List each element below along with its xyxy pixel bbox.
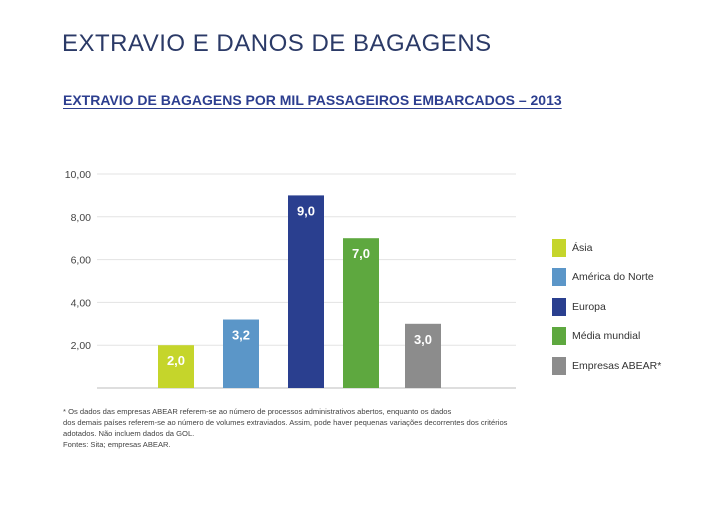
y-tick-label: 6,00: [71, 255, 92, 267]
y-tick-label: 10,00: [65, 169, 91, 181]
bar: [405, 323, 441, 388]
legend-item: Média mundial: [552, 322, 661, 352]
legend-label-north-america: América do Norte: [572, 271, 654, 284]
legend-swatch-abear: [552, 356, 566, 375]
bar: [158, 345, 194, 388]
footnote-line: * Os dados das empresas ABEAR referem-se…: [63, 407, 452, 416]
bar: [223, 319, 259, 388]
legend-item: Ásia: [552, 233, 661, 263]
footnote-line: dos demais países referem-se ao número d…: [63, 418, 508, 427]
legend-label-asia: Ásia: [572, 241, 593, 254]
bar-value-label: 2,0: [167, 353, 185, 368]
bar-value-label: 3,0: [414, 332, 432, 347]
footnote-line: Fontes: Sita; empresas ABEAR.: [63, 440, 171, 449]
legend-label-abear: Empresas ABEAR*: [572, 359, 662, 372]
legend-item: Europa: [552, 292, 661, 322]
legend-label-world-average: Média mundial: [572, 330, 641, 343]
bar: [288, 195, 324, 388]
legend-swatch-north-america: [552, 268, 566, 287]
y-tick-label: 8,00: [71, 212, 92, 224]
legend-item: Empresas ABEAR*: [552, 351, 661, 381]
y-tick-label: 2,00: [71, 340, 92, 352]
legend-swatch-asia: [552, 238, 566, 257]
legend-swatch-world-average: [552, 327, 566, 346]
y-tick-label: 4,00: [71, 297, 92, 309]
bar-value-label: 7,0: [352, 246, 370, 261]
legend-item: América do Norte: [552, 263, 661, 293]
legend: Ásia América do Norte Europa Média mundi…: [552, 233, 661, 381]
footnote: * Os dados das empresas ABEAR referem-se…: [63, 406, 533, 450]
bar-value-label: 3,2: [232, 328, 250, 343]
page-title: EXTRAVIO E DANOS DE BAGAGENS: [62, 30, 492, 57]
bar: [343, 238, 379, 388]
legend-label-europe: Europa: [572, 300, 606, 313]
chart-title: EXTRAVIO DE BAGAGENS POR MIL PASSAGEIROS…: [63, 92, 562, 108]
footnote-line: adotados. Não incluem dados da GOL.: [63, 429, 195, 438]
legend-swatch-europe: [552, 297, 566, 316]
bar-value-label: 9,0: [297, 203, 315, 218]
